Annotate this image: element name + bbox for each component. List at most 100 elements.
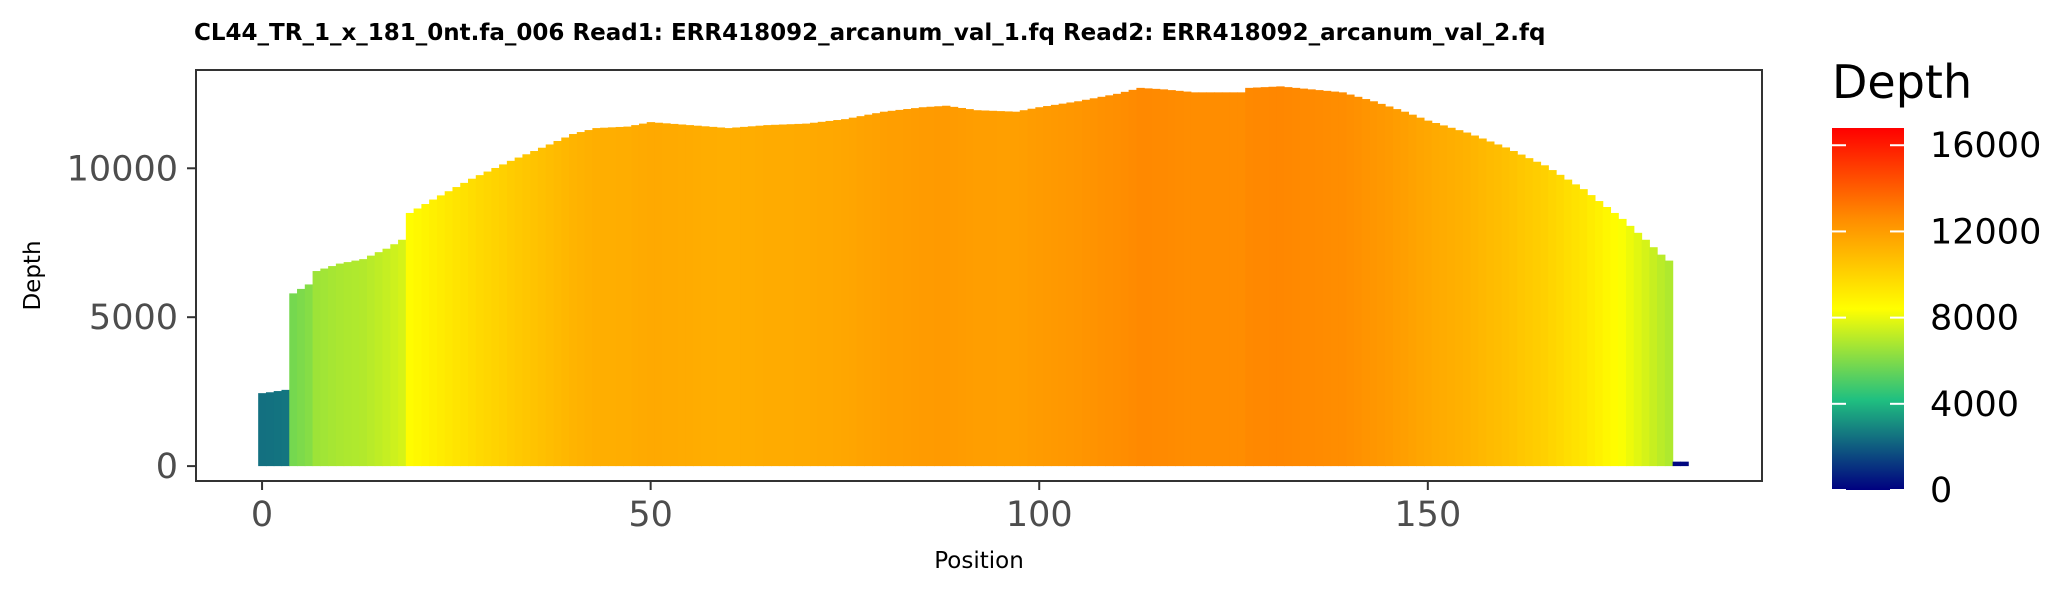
depth-bar — [841, 119, 850, 467]
depth-bar — [942, 105, 951, 467]
depth-bar — [499, 164, 508, 467]
depth-bar — [1563, 179, 1573, 467]
depth-bar — [436, 195, 446, 467]
depth-bar — [817, 121, 827, 467]
depth-bar — [1237, 92, 1246, 467]
depth-bar — [864, 114, 873, 467]
depth-bar — [1105, 95, 1114, 467]
depth-bar — [545, 144, 555, 467]
depth-bar — [1245, 87, 1254, 467]
x-axis-title: Position — [934, 548, 1024, 574]
depth-bar — [1439, 125, 1448, 467]
depth-bar — [1641, 239, 1650, 467]
depth-bar — [452, 187, 461, 467]
depth-bar — [1322, 90, 1332, 467]
depth-bar — [879, 111, 889, 467]
depth-bar — [638, 123, 648, 467]
depth-bar — [1190, 92, 1200, 467]
depth-bar — [1579, 189, 1588, 467]
depth-bar — [359, 259, 368, 467]
depth-bar — [1587, 195, 1596, 467]
depth-bar — [771, 124, 780, 467]
depth-bar — [1276, 86, 1285, 467]
depth-bar — [273, 391, 283, 467]
depth-bar — [506, 160, 516, 467]
depth-bar — [1501, 147, 1511, 467]
depth-bar — [1136, 87, 1145, 467]
depth-bar — [1626, 225, 1635, 467]
depth-bar — [1307, 89, 1316, 467]
depth-bar — [724, 128, 733, 467]
depth-bar — [468, 178, 477, 467]
depth-bar — [1540, 165, 1549, 467]
depth-bar — [926, 106, 935, 467]
depth-bar — [1377, 103, 1386, 467]
depth-bar — [903, 109, 912, 467]
depth-bar — [1594, 201, 1604, 467]
depth-bar — [1019, 110, 1029, 467]
depth-bar — [740, 126, 749, 467]
depth-bar — [1035, 107, 1044, 467]
depth-bar — [1657, 254, 1666, 467]
depth-bar — [848, 117, 858, 467]
depth-bar — [1680, 461, 1689, 467]
depth-bar — [1478, 138, 1487, 467]
depth-bar — [1423, 120, 1433, 467]
depth-bar — [1159, 89, 1169, 467]
depth-bar — [1214, 92, 1223, 467]
depth-bar — [872, 113, 881, 467]
depth-bar — [258, 393, 267, 467]
x-tick-label: 100 — [1006, 495, 1073, 535]
depth-bar — [304, 284, 314, 467]
plot-frame — [195, 69, 1763, 482]
depth-bar — [887, 110, 897, 467]
depth-bar — [522, 154, 531, 467]
legend-tick-label: 4000 — [1930, 385, 2019, 425]
depth-bar — [343, 262, 353, 467]
x-tick-label: 0 — [251, 495, 273, 535]
depth-bar — [1027, 108, 1036, 467]
depth-bar — [607, 127, 617, 467]
depth-bar — [1447, 127, 1456, 467]
depth-bar — [646, 122, 656, 467]
depth-bar — [281, 389, 290, 467]
depth-bar — [1058, 103, 1068, 467]
depth-bar — [1151, 88, 1161, 467]
depth-bar — [1229, 92, 1239, 467]
depth-bar — [1252, 87, 1262, 467]
y-tick-label: 5000 — [89, 298, 178, 338]
depth-bar — [701, 126, 710, 467]
depth-bar — [1346, 94, 1355, 467]
depth-bar — [693, 125, 702, 467]
depth-bar — [1120, 91, 1130, 467]
depth-bar — [918, 107, 928, 467]
depth-bar — [444, 191, 454, 467]
depth-bar — [328, 266, 337, 467]
depth-bar — [405, 212, 415, 467]
depth-bar — [1299, 88, 1308, 467]
depth-bar — [335, 263, 345, 467]
legend-colorbar — [1832, 128, 1904, 490]
depth-bar — [1004, 111, 1013, 467]
depth-bar — [996, 111, 1005, 467]
depth-bar — [833, 120, 842, 467]
chart-title: CL44_TR_1_x_181_0nt.fa_006 Read1: ERR418… — [194, 20, 1545, 46]
depth-bar — [491, 167, 500, 467]
depth-bar — [856, 116, 865, 467]
depth-bar — [1338, 92, 1347, 467]
depth-bar — [475, 175, 485, 467]
depth-bar — [670, 123, 679, 467]
depth-bar — [1074, 101, 1083, 467]
depth-bar — [351, 260, 360, 467]
depth-bar — [677, 124, 687, 467]
depth-bar — [1455, 130, 1464, 467]
x-axis: 0 50 100 150 — [251, 481, 1461, 535]
legend-tick-label: 8000 — [1930, 299, 2019, 339]
depth-bar — [1517, 154, 1526, 467]
depth-bar — [1532, 161, 1542, 467]
y-tick-label: 0 — [156, 447, 178, 487]
depth-bar — [1664, 260, 1674, 467]
depth-bar — [600, 127, 609, 467]
depth-bar — [809, 122, 819, 467]
depth-bar — [1144, 88, 1153, 467]
